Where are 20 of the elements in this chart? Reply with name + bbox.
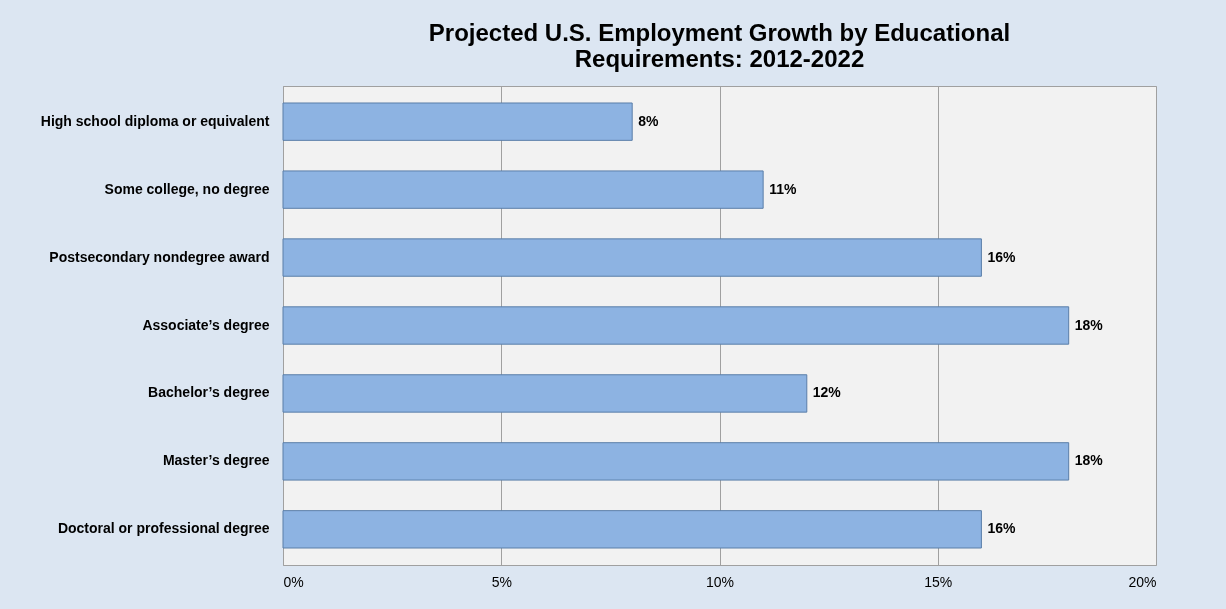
y-tick-label: Bachelor’s degree bbox=[148, 384, 270, 401]
data-label: 18% bbox=[1074, 452, 1104, 469]
y-tick-label: Master’s degree bbox=[162, 452, 270, 469]
data-label: 8% bbox=[638, 112, 659, 129]
x-tick-label: 0% bbox=[283, 573, 304, 590]
data-label: 16% bbox=[987, 520, 1016, 537]
data-label: 18% bbox=[1074, 316, 1104, 333]
data-label: 11% bbox=[769, 180, 797, 197]
data-label: 12% bbox=[812, 384, 842, 401]
x-tick-label: 5% bbox=[491, 573, 512, 590]
x-tick-label: 10% bbox=[705, 573, 735, 590]
y-tick-label: Some college, no degree bbox=[104, 180, 270, 197]
y-tick-label: Doctoral or professional degree bbox=[57, 520, 270, 537]
y-tick-label: High school diploma or equivalent bbox=[40, 112, 270, 129]
x-tick-label: 20% bbox=[1128, 573, 1157, 590]
y-tick-label: Associate’s degree bbox=[142, 316, 270, 333]
chart-title: Projected U.S. Employment Growth by Educational Requirements: 2012-2022 bbox=[428, 19, 1011, 72]
x-tick-label: 15% bbox=[924, 573, 953, 590]
y-tick-label: Postsecondary nondegree award bbox=[49, 248, 270, 265]
data-label: 16% bbox=[987, 248, 1016, 265]
